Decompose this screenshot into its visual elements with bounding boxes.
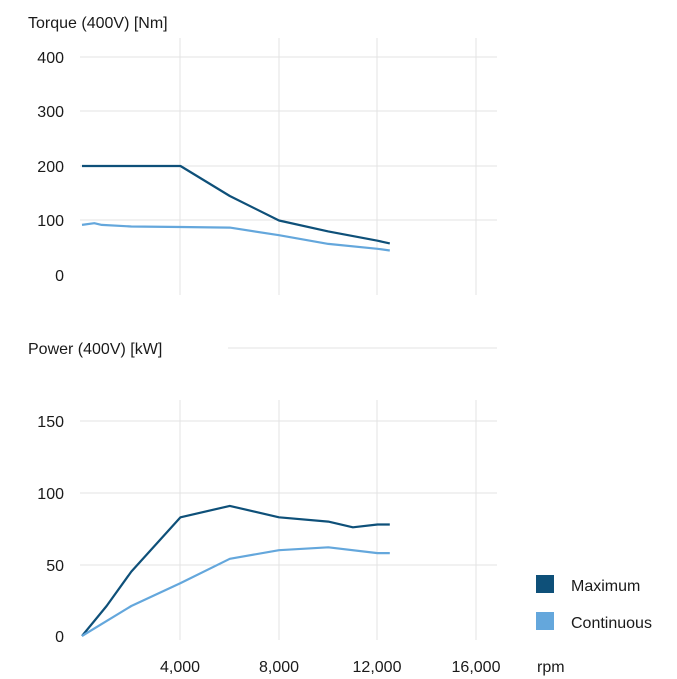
power-chart-title: Power (400V) [kW] bbox=[28, 341, 162, 358]
xtick-16000: 16,000 bbox=[452, 659, 501, 676]
power-series-continuous bbox=[81, 546, 390, 637]
torque-chart-title: Torque (400V) [Nm] bbox=[28, 15, 168, 32]
legend-label-maximum: Maximum bbox=[571, 578, 640, 595]
legend: Maximum Continuous bbox=[536, 575, 652, 632]
torque-series-maximum bbox=[82, 164, 391, 245]
torque-y-axis: 400 300 200 100 0 bbox=[37, 50, 64, 285]
torque-ytick-300: 300 bbox=[37, 104, 64, 121]
power-y-axis: 150 100 50 0 bbox=[37, 414, 64, 646]
torque-ytick-100: 100 bbox=[37, 213, 64, 230]
legend-swatch-maximum bbox=[536, 575, 554, 593]
torque-series-continuous bbox=[81, 222, 390, 252]
x-axis-unit-label: rpm bbox=[537, 659, 565, 676]
torque-ytick-200: 200 bbox=[37, 159, 64, 176]
xtick-8000: 8,000 bbox=[259, 659, 299, 676]
power-series-maximum bbox=[81, 504, 390, 637]
power-ytick-150: 150 bbox=[37, 414, 64, 431]
series-layer bbox=[81, 164, 391, 637]
xtick-12000: 12,000 bbox=[353, 659, 402, 676]
xtick-4000: 4,000 bbox=[160, 659, 200, 676]
legend-label-continuous: Continuous bbox=[571, 615, 652, 632]
legend-swatch-continuous bbox=[536, 612, 554, 630]
power-ytick-50: 50 bbox=[46, 558, 64, 575]
power-ytick-0: 0 bbox=[55, 629, 64, 646]
torque-ytick-400: 400 bbox=[37, 50, 64, 67]
torque-ytick-0: 0 bbox=[55, 268, 64, 285]
power-ytick-100: 100 bbox=[37, 486, 64, 503]
x-axis: 4,000 8,000 12,000 16,000 rpm bbox=[160, 659, 565, 676]
